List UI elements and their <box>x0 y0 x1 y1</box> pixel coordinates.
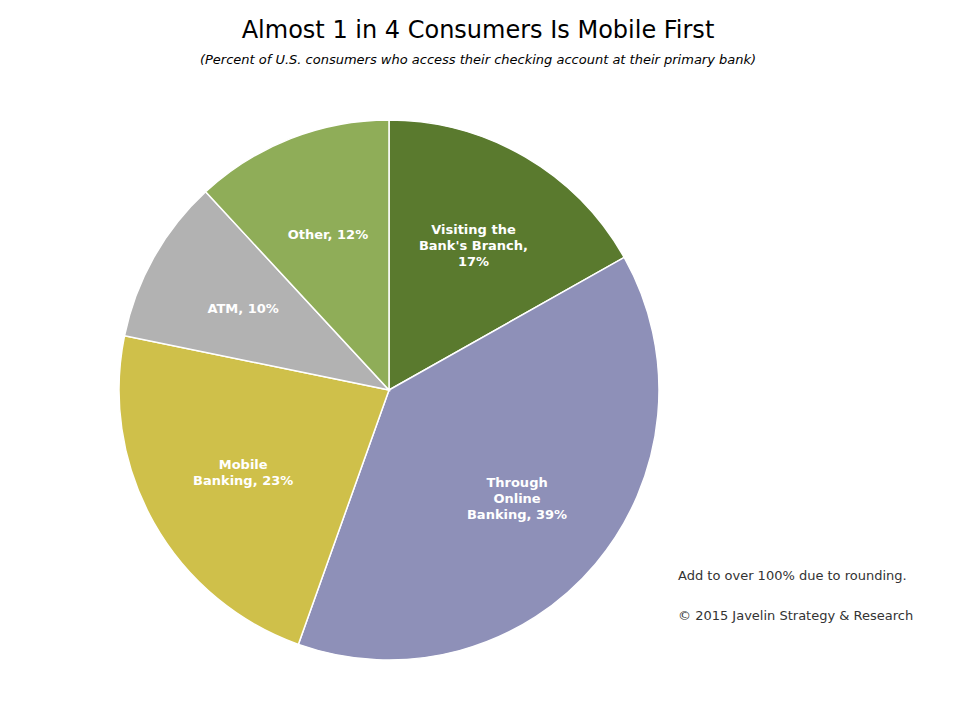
svg-text:ATM, 10%: ATM, 10% <box>207 300 278 315</box>
html-text:Add to over 100% due to roundi: Add to over 100% due to rounding. <box>678 568 907 583</box>
html-text:Almost 1 in 4 Consumers Is Mob: Almost 1 in 4 Consumers Is Mobile First <box>241 16 715 44</box>
svg-text:Visiting theBank's Branch,17%: Visiting theBank's Branch,17% <box>419 222 528 269</box>
svg-text:MobileBanking, 23%: MobileBanking, 23% <box>193 457 293 488</box>
html-text:(Percent of U.S. consumers who: (Percent of U.S. consumers who access th… <box>199 52 757 67</box>
html-text:© 2015 Javelin Strategy & Rese: © 2015 Javelin Strategy & Research <box>678 608 914 623</box>
svg-text:Other, 12%: Other, 12% <box>288 227 368 242</box>
svg-text:ThroughOnlineBanking, 39%: ThroughOnlineBanking, 39% <box>467 474 567 521</box>
